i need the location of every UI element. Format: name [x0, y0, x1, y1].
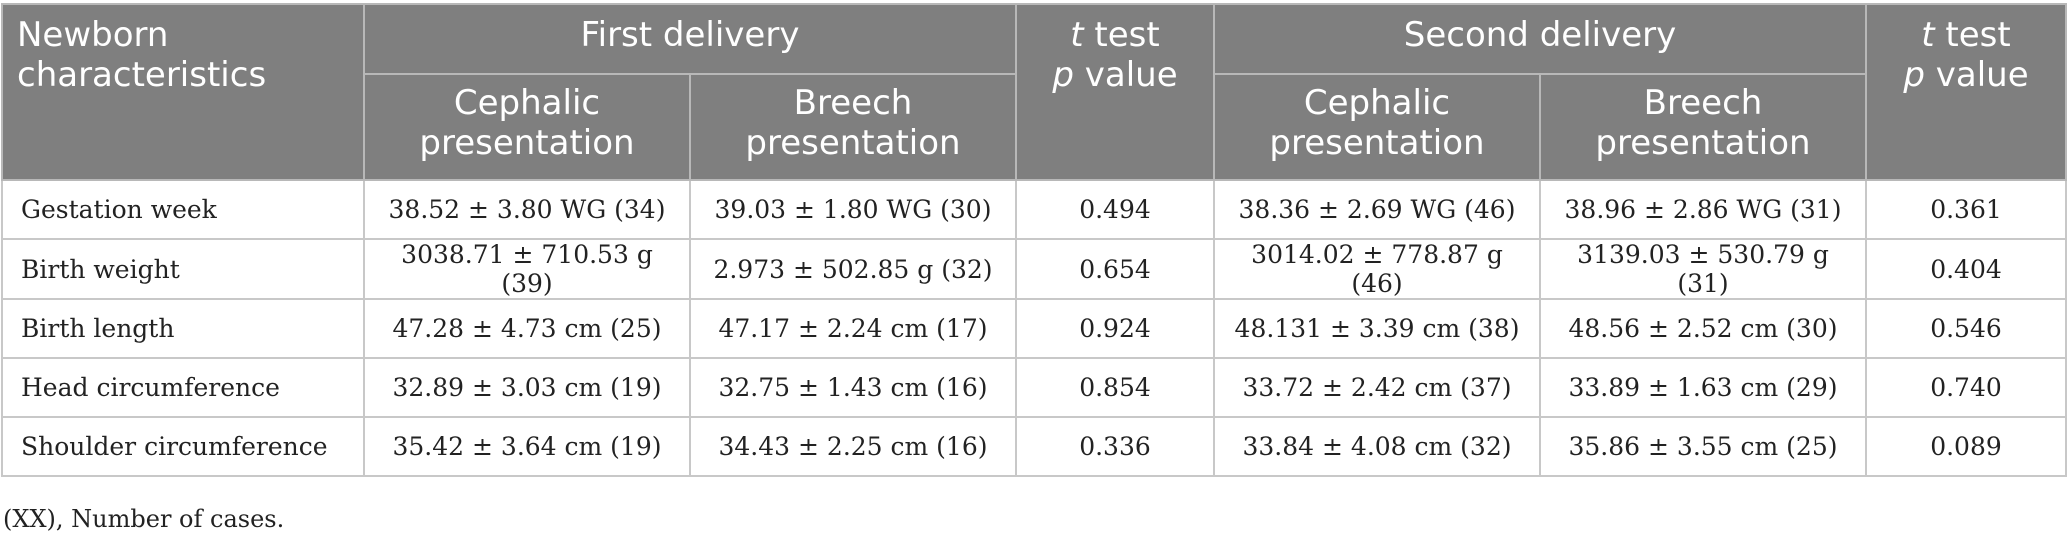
- header-first-cephalic: Cephalic presentation: [363, 73, 691, 181]
- second-p-cell: 0.740: [1865, 357, 2067, 418]
- second-p-cell: 0.089: [1865, 416, 2067, 477]
- row-label: Birth length: [1, 298, 365, 359]
- second-breech-cell: 35.86 ± 3.55 cm (25): [1539, 416, 1867, 477]
- second-cephalic-cell: 48.131 ± 3.39 cm (38): [1213, 298, 1541, 359]
- ttest-p-symbol: p: [1052, 55, 1074, 95]
- first-p-cell: 0.924: [1015, 298, 1215, 359]
- newborn-characteristics-table: Newborn characteristics First delivery t…: [1, 3, 2067, 477]
- second-p-cell: 0.361: [1865, 179, 2067, 240]
- header-first-delivery: First delivery: [363, 3, 1017, 75]
- first-p-cell: 0.336: [1015, 416, 1215, 477]
- header-newborn-characteristics: Newborn characteristics: [1, 3, 365, 181]
- ttest-t-symbol: t: [1070, 15, 1084, 55]
- header-second-breech: Breech presentation: [1539, 73, 1867, 181]
- second-cephalic-cell: 33.84 ± 4.08 cm (32): [1213, 416, 1541, 477]
- ttest-test-word: test: [1083, 15, 1160, 55]
- second-breech-cell: 38.96 ± 2.86 WG (31): [1539, 179, 1867, 240]
- first-p-cell: 0.854: [1015, 357, 1215, 418]
- ttest-value-word: value: [1073, 55, 1178, 95]
- first-p-cell: 0.494: [1015, 179, 1215, 240]
- second-breech-cell: 3139.03 ± 530.79 g (31): [1539, 238, 1867, 300]
- row-label: Head circumference: [1, 357, 365, 418]
- second-cephalic-cell: 33.72 ± 2.42 cm (37): [1213, 357, 1541, 418]
- row-label: Shoulder circumference: [1, 416, 365, 477]
- row-label: Birth weight: [1, 238, 365, 300]
- second-p-cell: 0.546: [1865, 298, 2067, 359]
- first-breech-cell: 2.973 ± 502.85 g (32): [689, 238, 1017, 300]
- row-label: Gestation week: [1, 179, 365, 240]
- first-cephalic-cell: 38.52 ± 3.80 WG (34): [363, 179, 691, 240]
- ttest-test-word: test: [1934, 15, 2011, 55]
- first-breech-cell: 34.43 ± 2.25 cm (16): [689, 416, 1017, 477]
- second-breech-cell: 48.56 ± 2.52 cm (30): [1539, 298, 1867, 359]
- first-cephalic-cell: 47.28 ± 4.73 cm (25): [363, 298, 691, 359]
- header-first-breech: Breech presentation: [689, 73, 1017, 181]
- header-second-cephalic: Cephalic presentation: [1213, 73, 1541, 181]
- header-second-delivery: Second delivery: [1213, 3, 1867, 75]
- ttest-t-symbol: t: [1921, 15, 1935, 55]
- first-cephalic-cell: 35.42 ± 3.64 cm (19): [363, 416, 691, 477]
- first-cephalic-cell: 3038.71 ± 710.53 g (39): [363, 238, 691, 300]
- second-cephalic-cell: 3014.02 ± 778.87 g (46): [1213, 238, 1541, 300]
- first-p-cell: 0.654: [1015, 238, 1215, 300]
- table-footnote: (XX), Number of cases.: [3, 505, 285, 533]
- ttest-value-word: value: [1924, 55, 2029, 95]
- second-cephalic-cell: 38.36 ± 2.69 WG (46): [1213, 179, 1541, 240]
- first-breech-cell: 32.75 ± 1.43 cm (16): [689, 357, 1017, 418]
- first-cephalic-cell: 32.89 ± 3.03 cm (19): [363, 357, 691, 418]
- table-row: Head circumference 32.89 ± 3.03 cm (19) …: [1, 357, 2067, 418]
- first-breech-cell: 39.03 ± 1.80 WG (30): [689, 179, 1017, 240]
- second-breech-cell: 33.89 ± 1.63 cm (29): [1539, 357, 1867, 418]
- table-row: Birth weight 3038.71 ± 710.53 g (39) 2.9…: [1, 238, 2067, 300]
- table-row: Shoulder circumference 35.42 ± 3.64 cm (…: [1, 416, 2067, 477]
- second-p-cell: 0.404: [1865, 238, 2067, 300]
- table-row: Gestation week 38.52 ± 3.80 WG (34) 39.0…: [1, 179, 2067, 240]
- header-second-ttest-p: t test p value: [1865, 3, 2067, 181]
- header-first-ttest-p: t test p value: [1015, 3, 1215, 181]
- header-row-2: Cephalic presentation Breech presentatio…: [2, 73, 2066, 181]
- ttest-p-symbol: p: [1903, 55, 1925, 95]
- first-breech-cell: 47.17 ± 2.24 cm (17): [689, 298, 1017, 359]
- table-row: Birth length 47.28 ± 4.73 cm (25) 47.17 …: [1, 298, 2067, 359]
- header-row-1: Newborn characteristics First delivery t…: [1, 3, 2067, 181]
